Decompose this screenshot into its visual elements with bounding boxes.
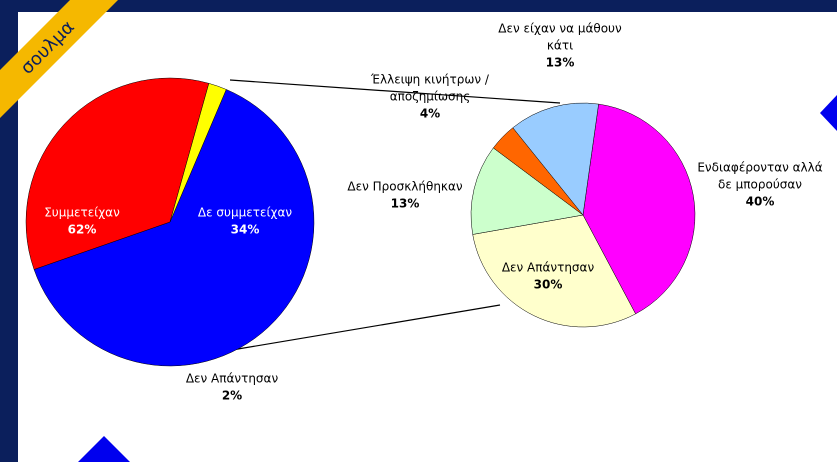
- slice-value-label: 30%: [534, 278, 563, 292]
- slice-label: δε μπορούσαν: [718, 178, 802, 192]
- pie-slice: [25, 77, 210, 270]
- pie-slice: [470, 147, 584, 235]
- slice-label: Συμμετείχαν: [44, 206, 120, 220]
- slice-value-label: 2%: [222, 389, 242, 403]
- slice-value-label: 40%: [746, 195, 775, 209]
- slice-value-label: 34%: [231, 223, 260, 237]
- slice-label: Δε συμμετείχαν: [198, 206, 292, 220]
- slice-label: Δεν Απάντησαν: [502, 261, 595, 275]
- slice-label: Δεν Προσκλήθηκαν: [347, 180, 463, 194]
- connector: [229, 79, 561, 104]
- slice-label: κάτι: [547, 39, 573, 53]
- slice-value-label: 62%: [68, 223, 97, 237]
- slice-label: Έλλειψη κινήτρων /: [370, 73, 490, 87]
- ribbon: [0, 0, 118, 118]
- pie-slice: [512, 102, 599, 216]
- slice-label: αποζημίωσης: [390, 90, 471, 104]
- slice-value-label: 13%: [546, 56, 575, 70]
- decor-triangle: [78, 436, 130, 462]
- decor-triangle: [820, 95, 837, 131]
- slice-label: Δεν είχαν να μάθουν: [498, 22, 622, 36]
- slice-value-label: 4%: [420, 107, 440, 121]
- pie-slice: [33, 89, 315, 367]
- pie-slice: [169, 83, 227, 223]
- slice-label: Ενδιαφέρονταν αλλά: [697, 161, 822, 175]
- slice-value-label: 13%: [391, 197, 420, 211]
- slice-label: Δεν Απάντησαν: [186, 372, 279, 386]
- pie-slice: [582, 103, 696, 315]
- pie-slice: [472, 214, 636, 328]
- connector: [231, 304, 501, 351]
